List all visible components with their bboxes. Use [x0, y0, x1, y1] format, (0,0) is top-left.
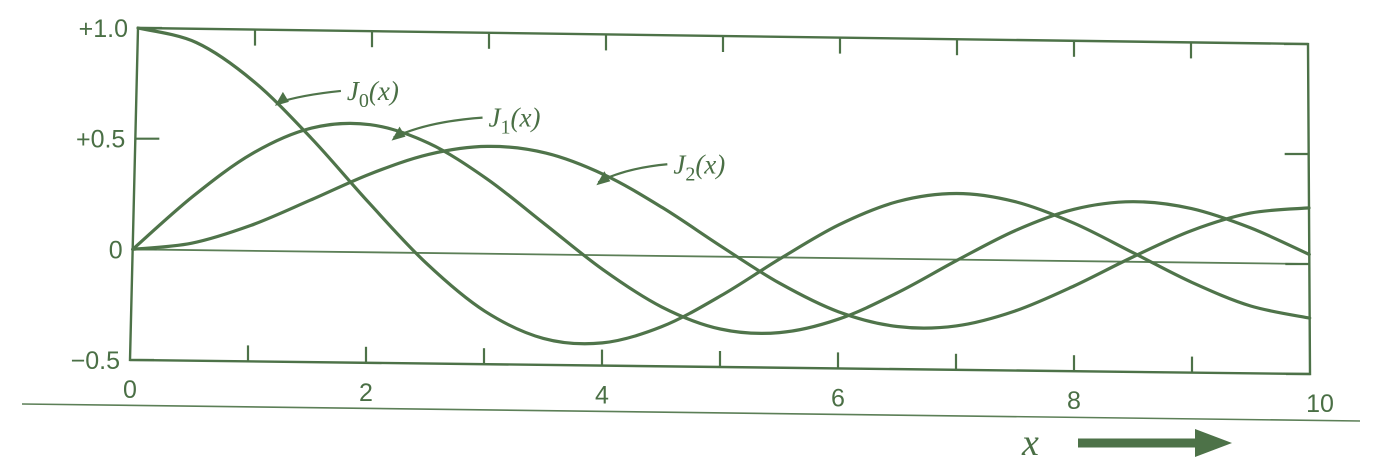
x-tick-label: 10	[1306, 390, 1334, 418]
axis-ticks: +1.0+0.50−0.50 2 4 6 8 10	[71, 15, 1334, 418]
y-tick-label: +0.5	[76, 126, 125, 154]
x-tick-label: 2	[359, 379, 373, 407]
x-tick-label: 8	[1067, 387, 1081, 415]
series-group	[131, 26, 1312, 346]
zero-line	[132, 248, 1310, 265]
series-label-j1: J1(x)	[489, 103, 541, 139]
y-tick-label: 0	[109, 236, 123, 264]
series-label-j2: J2(x)	[673, 149, 725, 185]
x-tick-label: 0	[123, 376, 137, 404]
x-tick-label: 4	[595, 382, 609, 410]
label-arrow-j1	[391, 126, 406, 141]
x-axis-label: x	[1021, 422, 1039, 458]
label-arrow-j2	[596, 171, 611, 186]
label-arrow-j0	[274, 91, 289, 106]
y-tick-label: +1.0	[79, 15, 128, 43]
series-line-j0	[136, 26, 1312, 346]
series-label-j0: J0(x)	[347, 76, 399, 112]
x-axis-arrow-head	[1195, 429, 1232, 457]
series-labels: J0(x) J1(x) J2(x)	[274, 76, 725, 186]
x-tick-label: 6	[831, 384, 845, 412]
y-tick-label: −0.5	[71, 347, 120, 375]
y-zero-line	[132, 248, 1310, 265]
under-axis-rule	[21, 403, 1361, 422]
series-line-j2	[131, 144, 1311, 330]
series-line-j1	[131, 121, 1311, 335]
